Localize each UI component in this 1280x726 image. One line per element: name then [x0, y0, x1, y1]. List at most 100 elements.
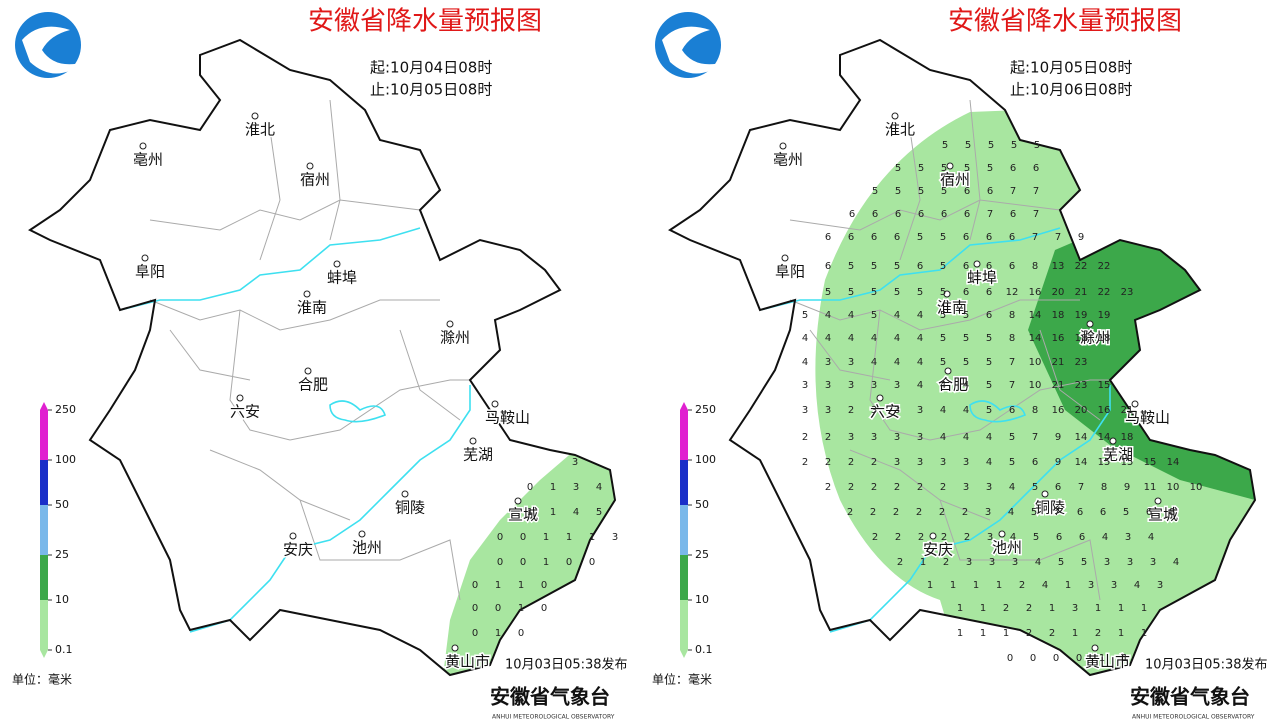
grid-value: 2	[894, 482, 900, 493]
grid-value: 11	[1144, 482, 1157, 493]
county-border	[969, 99, 981, 241]
city-dot	[469, 437, 477, 445]
legend-swatch	[40, 505, 48, 555]
grid-value: 16	[1052, 333, 1065, 344]
grid-value: 3	[917, 457, 923, 468]
grid-value: 4	[986, 432, 992, 443]
grid-value: 4	[802, 333, 808, 344]
legend-label: 50	[695, 498, 709, 511]
grid-value: 5	[894, 261, 900, 272]
grid-value: 3	[848, 432, 854, 443]
grid-value: 16	[1052, 405, 1065, 416]
city-dot	[491, 400, 499, 408]
grid-value: 1	[1141, 603, 1147, 614]
grid-value: 0	[520, 532, 526, 543]
grid-value: 5	[918, 186, 924, 197]
province-fill	[30, 40, 615, 675]
grid-value: 9	[1124, 482, 1130, 493]
city-dot	[306, 162, 314, 170]
grid-value: 2	[871, 482, 877, 493]
grid-value: 5	[825, 287, 831, 298]
grid-value: 6	[1055, 482, 1061, 493]
grid-value: 4	[848, 333, 854, 344]
grid-value: 2	[872, 532, 878, 543]
grid-value: 5	[941, 163, 947, 174]
city-dot	[451, 644, 459, 652]
grid-value: 2	[848, 482, 854, 493]
grid-value: 6	[986, 287, 992, 298]
grid-value: 6	[1077, 507, 1083, 518]
grid-value: 6	[986, 261, 992, 272]
legend-label: 250	[55, 403, 76, 416]
grid-value: 5	[872, 186, 878, 197]
grid-value: 7	[1078, 482, 1084, 493]
org: 安徽省气象台	[1130, 685, 1250, 709]
grid-value: 1	[973, 580, 979, 591]
city-dot	[139, 142, 147, 150]
org: 安徽省气象台	[490, 685, 610, 709]
city-dot	[1086, 320, 1094, 328]
city-dot	[929, 532, 937, 540]
grid-value: 0	[495, 603, 501, 614]
county-border	[789, 199, 1061, 231]
grid-value: 2	[825, 432, 831, 443]
org-en: ANHUI METEOROLOGICAL OBSERVATORY	[492, 714, 615, 721]
grid-value: 2	[870, 507, 876, 518]
grid-value: 1	[1118, 603, 1124, 614]
grid-value: 1	[980, 603, 986, 614]
grid-value: 3	[963, 482, 969, 493]
city-dot	[1091, 644, 1099, 652]
grid-value: 1	[518, 603, 524, 614]
city-name: 宿州	[940, 171, 970, 189]
grid-value: 4	[963, 380, 969, 391]
grid-value: 8	[1009, 310, 1015, 321]
grid-value: 2	[1026, 603, 1032, 614]
city-dot	[1131, 400, 1139, 408]
grid-value: 15	[1098, 380, 1111, 391]
legend-swatch	[40, 460, 48, 505]
grid-value: 6	[1009, 232, 1015, 243]
river	[189, 385, 471, 633]
grid-value: 21	[1121, 405, 1134, 416]
county-border	[299, 499, 461, 601]
grid-value: 5	[1081, 557, 1087, 568]
unit: 单位：毫米	[12, 672, 72, 687]
grid-value: 6	[894, 232, 900, 243]
grid-value: 14	[1075, 432, 1088, 443]
county-border	[899, 129, 921, 261]
grid-value: 0	[1030, 653, 1036, 664]
grid-value: 3	[1125, 532, 1131, 543]
grid-value: 2	[943, 557, 949, 568]
city-dot	[358, 530, 366, 538]
grid-value: 3	[986, 482, 992, 493]
grid-value: 21	[1052, 380, 1065, 391]
grid-value: 3	[1111, 580, 1117, 591]
grid-value: 4	[894, 333, 900, 344]
grid-value: 4	[917, 310, 923, 321]
city-dot	[401, 490, 409, 498]
city-name: 铜陵	[395, 499, 425, 517]
county-border	[169, 329, 251, 381]
city-name: 滁州	[1080, 329, 1110, 347]
grid-value: 6	[1146, 507, 1152, 518]
grid-value: 18	[1075, 333, 1088, 344]
grid-value: 3	[987, 532, 993, 543]
city-name: 六安	[870, 403, 900, 421]
grid-value: 1	[550, 507, 556, 518]
grid-value: 18	[1052, 310, 1065, 321]
logo-swirl	[22, 26, 85, 74]
grid-value: 2	[897, 557, 903, 568]
grid-value: 5	[963, 333, 969, 344]
grid-value: 6	[849, 209, 855, 220]
grid-value: 6	[963, 232, 969, 243]
grid-value: 22	[1075, 261, 1088, 272]
grid-value: 4	[871, 357, 877, 368]
grid-value: 3	[894, 380, 900, 391]
grid-value: 5	[848, 261, 854, 272]
grid-value: 1	[527, 507, 533, 518]
city-name: 安庆	[283, 541, 313, 559]
county-border	[149, 299, 440, 331]
grid-value: 7	[1055, 232, 1061, 243]
grid-value: 1	[1065, 580, 1071, 591]
grid-value: 1	[1003, 628, 1009, 639]
